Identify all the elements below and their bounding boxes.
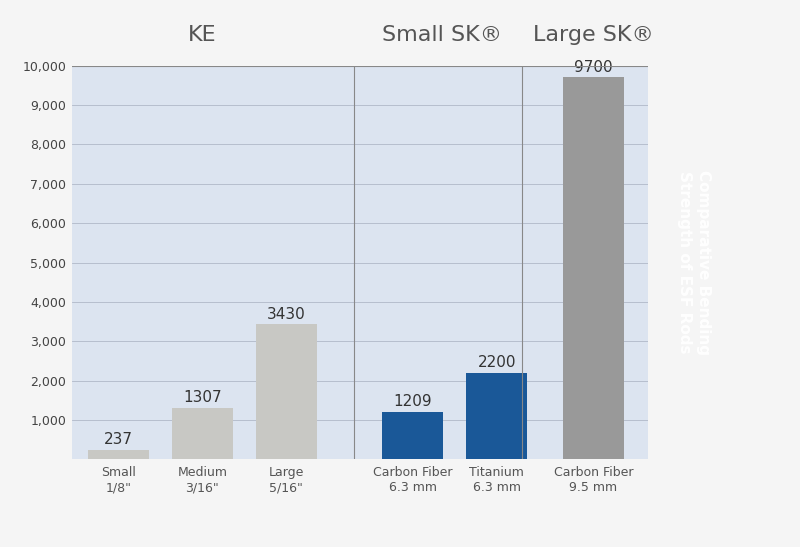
Text: 237: 237 bbox=[104, 432, 133, 447]
Text: Comparative Bending
Strength of ESF Rods: Comparative Bending Strength of ESF Rods bbox=[677, 170, 711, 355]
Bar bbox=[172, 408, 233, 459]
Text: 2200: 2200 bbox=[478, 355, 516, 370]
Text: Small SK®: Small SK® bbox=[382, 25, 502, 45]
Bar bbox=[256, 324, 317, 459]
Text: Large SK®: Large SK® bbox=[533, 25, 654, 45]
Bar bbox=[382, 412, 443, 459]
Bar bbox=[563, 78, 624, 459]
Text: 1209: 1209 bbox=[394, 394, 432, 409]
Bar bbox=[466, 373, 527, 459]
Text: 9700: 9700 bbox=[574, 60, 613, 75]
Text: 1307: 1307 bbox=[183, 390, 222, 405]
Text: 3430: 3430 bbox=[267, 307, 306, 322]
Text: KE: KE bbox=[188, 25, 217, 45]
Bar bbox=[88, 450, 149, 459]
